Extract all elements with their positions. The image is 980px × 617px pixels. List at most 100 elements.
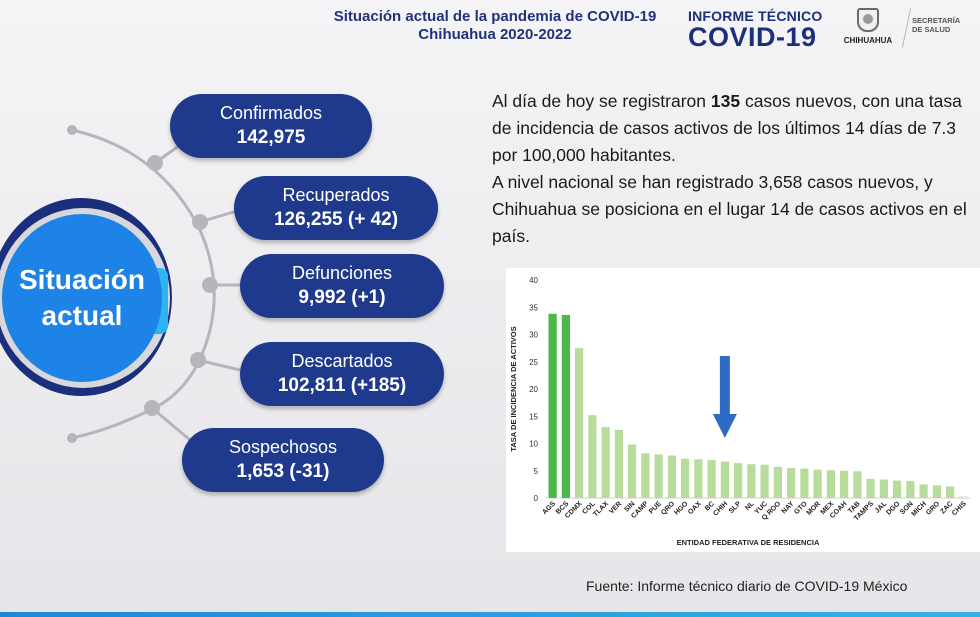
bar-ver (614, 429, 623, 498)
bar-camp (641, 453, 650, 498)
summary-p1-highlight: 135 (710, 91, 741, 111)
spine-end-dot (67, 125, 77, 135)
bar-pue (654, 454, 663, 498)
bar-qro (667, 455, 676, 498)
bar-yuc (760, 464, 769, 498)
bar-mich (919, 484, 928, 498)
bar-nay (787, 468, 796, 498)
stat-recuperados: Recuperados 126,255 (+ 42) (234, 176, 438, 240)
stat-confirmados: Confirmados 142,975 (170, 94, 372, 158)
spine-dot (144, 400, 160, 416)
x-tick-label: HGO (673, 500, 690, 517)
y-axis-label: TASA DE INCIDENCIA DE ACTIVOS (509, 326, 518, 451)
bar-coah (840, 470, 849, 498)
bar-hgo (681, 458, 690, 498)
bar-col (588, 415, 597, 498)
spine-dot (190, 352, 206, 368)
stat-value: 1,653 (-31) (236, 461, 330, 482)
bar-chih (720, 461, 729, 498)
brand-line1: INFORME TÉCNICO (688, 8, 823, 24)
secretaria-line1: SECRETARÍA (912, 16, 961, 25)
stat-value: 9,992 (+1) (298, 287, 386, 308)
x-tick-label: SLP (728, 500, 743, 515)
connector-sospechosos (151, 406, 191, 442)
x-tick-label: GRO (925, 500, 942, 517)
spine-dot (202, 277, 218, 293)
secretaria-salud-logo: SECRETARÍA DE SALUD (912, 16, 960, 34)
stat-value: 142,975 (236, 127, 306, 148)
report-title-line2: Chihuahua 2020-2022 (418, 26, 572, 43)
stat-descartados: Descartados 102,811 (+185) (240, 342, 444, 406)
hub-line2: actual (41, 300, 123, 331)
x-tick-label: CHIS (951, 500, 968, 517)
shield-icon (857, 8, 879, 32)
bar-slp (734, 463, 743, 498)
secretaria-line2: DE SALUD (912, 25, 951, 34)
y-tick-label: 25 (529, 358, 538, 367)
bar-gto (800, 468, 809, 498)
stat-value: 126,255 (+ 42) (273, 209, 399, 230)
stat-label: Sospechosos (228, 437, 338, 457)
y-tick-label: 15 (529, 412, 538, 421)
situacion-actual-hub: Situación actual (2, 214, 162, 382)
x-tick-label: QRO (660, 500, 677, 517)
bar-nl (747, 464, 756, 498)
source-note: Fuente: Informe técnico diario de COVID-… (586, 578, 908, 594)
bar-ags (548, 313, 557, 498)
y-tick-label: 5 (534, 467, 539, 476)
bar-q-roo (773, 466, 782, 498)
summary-paragraph-1: Al día de hoy se registraron 135 casos n… (492, 88, 976, 169)
y-tick-label: 40 (529, 276, 538, 285)
stat-label: Descartados (291, 351, 393, 371)
bar-chis (959, 496, 968, 498)
brand-line2: COVID-19 (688, 22, 817, 52)
bottom-accent-bar (0, 612, 980, 617)
y-tick-label: 10 (529, 440, 538, 449)
x-tick-label: DGO (885, 500, 902, 517)
spine-dot (192, 214, 208, 230)
highlight-arrow-shaft (719, 356, 730, 414)
bar-bc (707, 459, 716, 498)
y-tick-label: 20 (529, 385, 538, 394)
stat-label: Defunciones (291, 263, 393, 283)
stat-sospechosos: Sospechosos 1,653 (-31) (182, 428, 384, 492)
y-tick-label: 35 (529, 303, 538, 312)
x-tick-label: MOR (806, 500, 823, 517)
report-title-line1: Situación actual de la pandemia de COVID… (333, 8, 657, 25)
bar-tab (853, 471, 862, 498)
report-title: Situación actual de la pandemia de COVID… (300, 8, 690, 44)
informe-brand: INFORME TÉCNICO COVID-19 (688, 8, 822, 51)
x-tick-label: VER (608, 500, 623, 515)
x-axis-label: ENTIDAD FEDERATIVA DE RESIDENCIA (677, 538, 820, 547)
x-tick-label: NAY (781, 500, 796, 515)
chihuahua-logo-label: CHIHUAHUA (843, 36, 893, 45)
bar-zac (946, 486, 955, 498)
bar-dgo (893, 480, 902, 498)
x-tick-label: CHIH (712, 500, 729, 517)
stat-defunciones: Defunciones 9,992 (+1) (240, 254, 444, 318)
spine-arc (71, 128, 216, 440)
bar-jal (879, 479, 888, 498)
summary-paragraph-2: A nivel nacional se han registrado 3,658… (492, 172, 967, 246)
bar-tlax (601, 427, 610, 498)
spine-dot (147, 155, 163, 171)
bar-tamps (866, 478, 875, 498)
highlight-arrow-head (712, 414, 737, 438)
summary-text: Al día de hoy se registraron 135 casos n… (492, 88, 976, 250)
bar-cdmx (575, 348, 584, 498)
connector-spine (67, 120, 241, 443)
incidence-bar-chart: 0 5 10 15 20 25 30 35 40 TASA DE INCIDENCIA DE AC… (509, 276, 970, 547)
bar-oax (694, 459, 703, 498)
chart-panel: 0 5 10 15 20 25 30 35 40 TASA DE INCIDENCIA DE AC… (506, 268, 980, 552)
hub-line1: Situación (18, 264, 145, 295)
x-tick-label: OAX (687, 500, 703, 516)
spine-end-dot (67, 433, 77, 443)
logo-divider (901, 8, 912, 48)
x-tick-label: MICH (910, 500, 928, 518)
bar-sin (628, 444, 637, 498)
y-tick-label: 30 (529, 331, 538, 340)
bar-son (906, 481, 915, 498)
chihuahua-logo: CHIHUAHUA (836, 8, 900, 45)
summary-p1-before: Al día de hoy se registraron (492, 91, 711, 111)
bar-mex (826, 470, 835, 498)
